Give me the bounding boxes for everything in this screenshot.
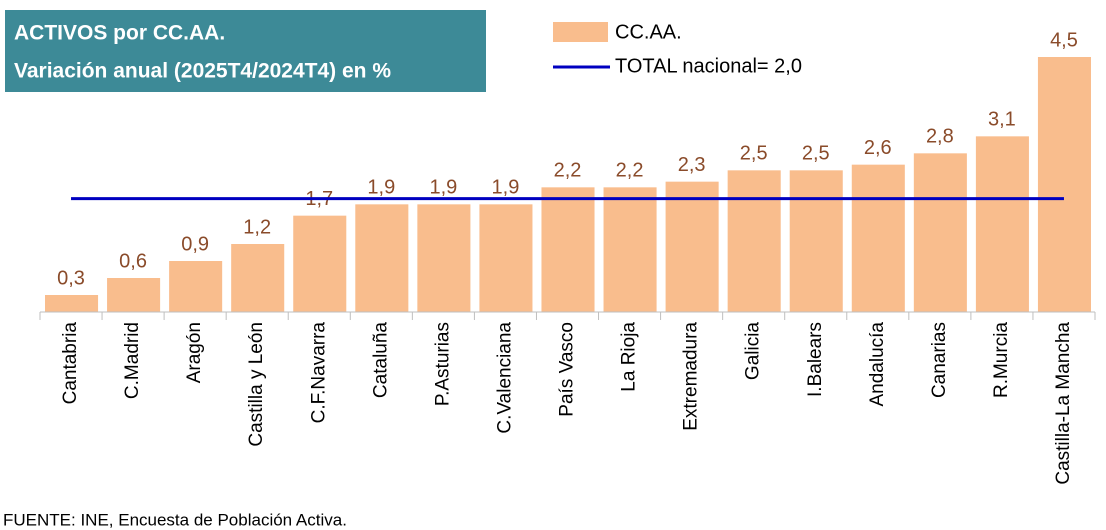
bar bbox=[45, 295, 99, 312]
value-label: 4,5 bbox=[1050, 29, 1078, 51]
value-label: 1,9 bbox=[429, 177, 457, 199]
x-tick-label: Castilla y León bbox=[246, 322, 267, 447]
value-label: 2,3 bbox=[678, 154, 706, 176]
value-label: 2,5 bbox=[740, 143, 768, 165]
bar bbox=[975, 136, 1029, 312]
x-tick-label: P.Asturias bbox=[432, 322, 453, 406]
bar bbox=[851, 164, 905, 312]
x-tick-label: Canarias bbox=[929, 322, 950, 398]
chart-subtitle: Variación anual (2025T4/2024T4) en % bbox=[14, 60, 391, 83]
bar bbox=[169, 261, 223, 312]
value-label: 1,9 bbox=[367, 177, 395, 199]
x-tick-label: C.Madrid bbox=[122, 322, 143, 399]
x-tick-label: Cataluña bbox=[370, 322, 391, 398]
x-tick-label: C.Valenciana bbox=[494, 322, 515, 434]
value-label: 1,2 bbox=[243, 216, 271, 238]
bar bbox=[479, 204, 533, 312]
x-tick-label: La Rioja bbox=[619, 322, 640, 392]
value-label: 0,3 bbox=[57, 267, 85, 289]
bar bbox=[293, 215, 347, 312]
title-box bbox=[5, 10, 486, 92]
bar bbox=[231, 244, 285, 312]
bar bbox=[789, 170, 843, 312]
value-label: 2,5 bbox=[802, 143, 830, 165]
value-label: 2,2 bbox=[554, 160, 582, 182]
chart-title: ACTIVOS por CC.AA. bbox=[14, 22, 225, 45]
value-label: 2,6 bbox=[864, 137, 892, 159]
x-tick-label: Castilla-La Mancha bbox=[1053, 322, 1074, 485]
value-label: 2,2 bbox=[616, 160, 644, 182]
legend-swatch bbox=[553, 22, 608, 42]
x-tick-label: Andalucía bbox=[867, 322, 888, 407]
x-tick-label: País Vasco bbox=[557, 322, 578, 417]
bar bbox=[727, 170, 781, 312]
value-label: 2,8 bbox=[926, 126, 954, 148]
bar bbox=[107, 278, 161, 312]
bar bbox=[417, 204, 471, 312]
x-tick-label: Extremadura bbox=[681, 322, 702, 431]
value-label: 3,1 bbox=[988, 109, 1016, 131]
x-tick-label: I.Balears bbox=[805, 322, 826, 397]
value-label: 0,6 bbox=[119, 250, 147, 272]
bar bbox=[1037, 57, 1091, 312]
bar bbox=[913, 153, 967, 312]
bar bbox=[541, 187, 595, 312]
x-tick-label: R.Murcia bbox=[991, 322, 1012, 398]
source: FUENTE: INE, Encuesta de Población Activ… bbox=[3, 510, 347, 529]
bar bbox=[665, 181, 719, 312]
legend-label: CC.AA. bbox=[615, 21, 682, 43]
x-tick-label: Aragón bbox=[184, 322, 205, 383]
legend-label: TOTAL nacional= 2,0 bbox=[615, 55, 802, 77]
value-label: 1,9 bbox=[492, 177, 520, 199]
x-tick-label: Galicia bbox=[743, 322, 764, 381]
value-label: 0,9 bbox=[181, 233, 209, 255]
bar bbox=[603, 187, 657, 312]
bar bbox=[355, 204, 409, 312]
x-tick-label: C.F.Navarra bbox=[308, 322, 329, 424]
x-tick-label: Cantabria bbox=[60, 322, 81, 405]
